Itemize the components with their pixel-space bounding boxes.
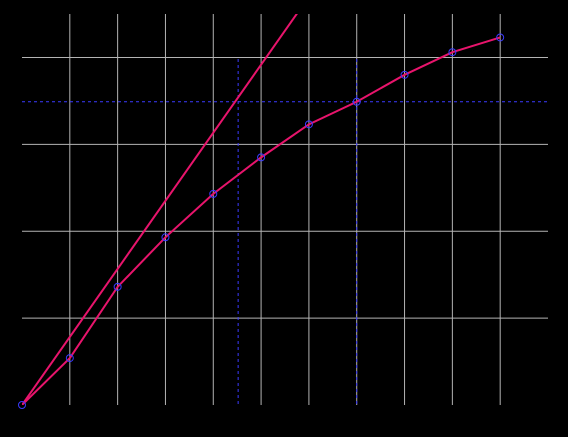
- data-point: [304, 120, 313, 129]
- data-point: [65, 354, 74, 363]
- data-point: [257, 153, 266, 162]
- data-point: [161, 233, 170, 242]
- data-point: [496, 33, 505, 42]
- data-point: [448, 48, 457, 57]
- data-point: [352, 97, 361, 106]
- data-point: [18, 401, 26, 409]
- data-point: [209, 189, 218, 198]
- data-point: [400, 70, 409, 79]
- series-line: [22, 14, 298, 405]
- data-point: [113, 282, 122, 291]
- series-line: [22, 36, 501, 405]
